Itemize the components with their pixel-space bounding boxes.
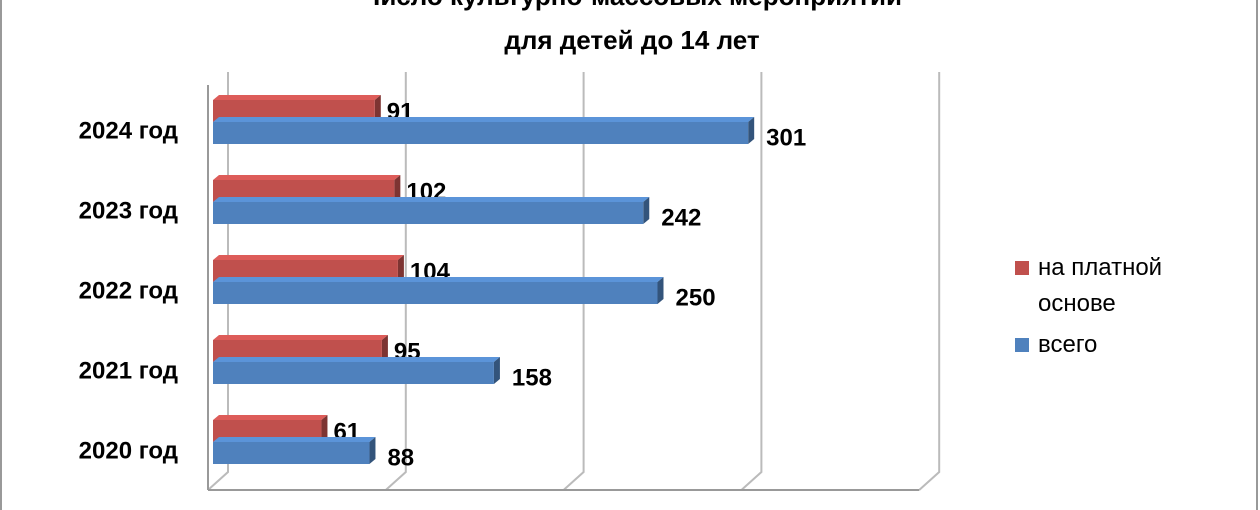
bar-face bbox=[213, 415, 328, 420]
y-tick-label: 2022 год bbox=[79, 277, 178, 304]
data-label: 250 bbox=[676, 284, 716, 311]
bar-face bbox=[321, 415, 328, 442]
data-label: 242 bbox=[661, 204, 701, 231]
bar-face bbox=[213, 100, 375, 122]
bar bbox=[213, 95, 381, 122]
bar-face bbox=[213, 117, 755, 122]
bar bbox=[213, 175, 401, 202]
bar-face bbox=[369, 437, 376, 464]
bar-face bbox=[657, 277, 664, 304]
bar-face bbox=[213, 442, 370, 464]
legend-label: на платной основе bbox=[1038, 254, 1163, 317]
bar-face bbox=[213, 437, 376, 442]
bar-face bbox=[213, 202, 644, 224]
data-label: 88 bbox=[387, 444, 414, 471]
y-tick-label: 2023 год bbox=[79, 197, 178, 224]
bar bbox=[213, 117, 755, 144]
bar-face bbox=[748, 117, 755, 144]
bar-face bbox=[213, 362, 494, 384]
legend-swatch bbox=[1015, 338, 1029, 352]
bar-face bbox=[213, 335, 388, 340]
bar-face bbox=[213, 197, 650, 202]
bar bbox=[213, 197, 650, 224]
y-tick-label: 2021 год bbox=[79, 357, 178, 384]
bar-face bbox=[381, 335, 388, 362]
y-tick-label: 2020 год bbox=[79, 437, 178, 464]
bar-face bbox=[643, 197, 650, 224]
bar-face bbox=[213, 282, 658, 304]
bar-face bbox=[394, 175, 401, 202]
bar-face bbox=[213, 122, 749, 144]
bar bbox=[213, 255, 404, 282]
bar-face bbox=[213, 175, 401, 180]
bar bbox=[213, 335, 388, 362]
bar-face bbox=[374, 95, 381, 122]
grid-line bbox=[740, 72, 763, 491]
y-tick-label: 2024 год bbox=[79, 117, 178, 144]
data-label: 301 bbox=[766, 124, 806, 151]
bar bbox=[213, 415, 328, 442]
bar-face bbox=[213, 277, 664, 282]
legend-label: всего bbox=[1038, 331, 1098, 358]
bar-face bbox=[397, 255, 404, 282]
data-label: 158 bbox=[512, 364, 552, 391]
bar-face bbox=[213, 340, 382, 362]
grid-line bbox=[918, 72, 941, 491]
bar bbox=[213, 437, 376, 464]
chart-title: для детей до 14 лет bbox=[504, 25, 759, 55]
bar bbox=[213, 277, 664, 304]
chart-title: Число культурно-массовых мероприятий bbox=[362, 0, 902, 11]
bar-face bbox=[493, 357, 500, 384]
bar-face bbox=[213, 260, 398, 282]
bar-face bbox=[213, 180, 395, 202]
bar-face bbox=[213, 255, 404, 260]
bar-face bbox=[213, 95, 381, 100]
bar bbox=[213, 357, 500, 384]
legend-swatch bbox=[1015, 261, 1029, 275]
bar-face bbox=[213, 420, 322, 442]
bar-face bbox=[213, 357, 500, 362]
